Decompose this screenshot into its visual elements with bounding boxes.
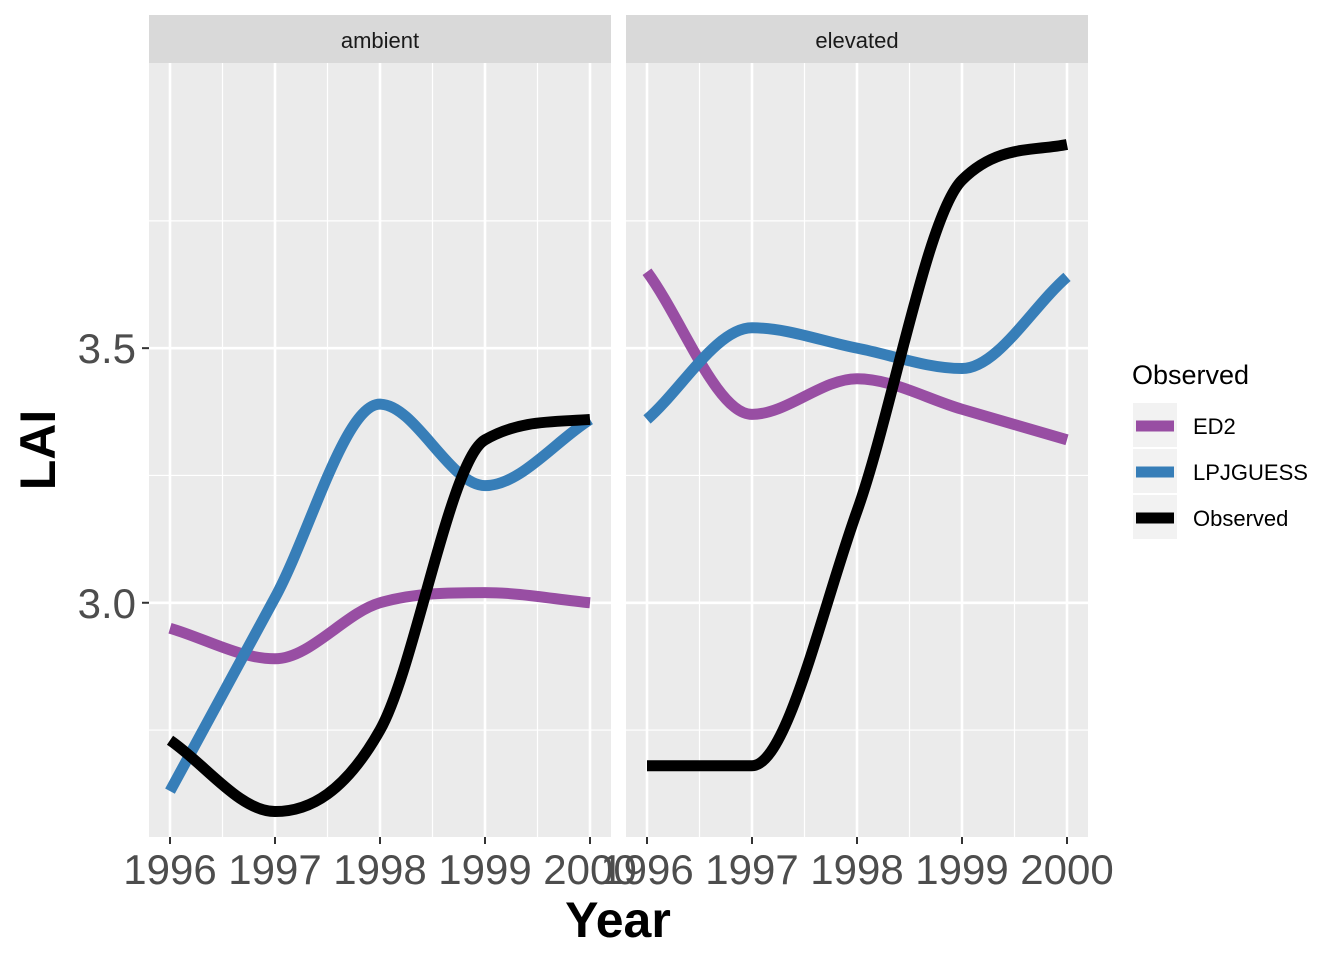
series-line-ambient-lpjguess: [165, 398, 593, 794]
legend-label-lpjguess: LPJGUESS: [1193, 460, 1308, 485]
legend-title: Observed: [1132, 360, 1249, 390]
legend-label-observed: Observed: [1193, 506, 1288, 531]
facet-label-elevated: elevated: [815, 28, 898, 53]
x-tick-label: 1998: [810, 846, 903, 893]
x-tick-label: 2000: [543, 846, 636, 893]
y-tick-label: 3.5: [78, 325, 136, 372]
x-tick-label: 1997: [228, 846, 321, 893]
facet-label-ambient: ambient: [341, 28, 419, 53]
x-tick-label: 1999: [438, 846, 531, 893]
series-line-ambient-observed: [166, 413, 591, 818]
y-axis-title: LAI: [10, 410, 66, 491]
x-tick-label: 1998: [333, 846, 426, 893]
x-tick-label: 1996: [600, 846, 693, 893]
series-line-elevated-lpjguess: [643, 272, 1071, 424]
x-axis-title: Year: [565, 892, 671, 948]
panel-ambient: ambient 1996 1997 1998 1999 2000: [123, 15, 637, 893]
legend: Observed ED2 LPJGUESS Observed: [1132, 360, 1308, 539]
x-tick-label: 1997: [705, 846, 798, 893]
facet-strip-elevated: [626, 15, 1088, 63]
x-tick-label: 2000: [1020, 846, 1113, 893]
legend-label-ed2: ED2: [1193, 414, 1236, 439]
panel-elevated: elevated 1996 1997 1998 1999 2000: [600, 15, 1114, 893]
x-tick-label: 1999: [915, 846, 1008, 893]
series-line-elevated-ed2: [642, 268, 1069, 446]
x-tick-label: 1996: [123, 846, 216, 893]
y-tick-label: 3.0: [78, 580, 136, 627]
facet-strip-ambient: [149, 15, 611, 63]
series-line-elevated-observed: [647, 139, 1069, 772]
